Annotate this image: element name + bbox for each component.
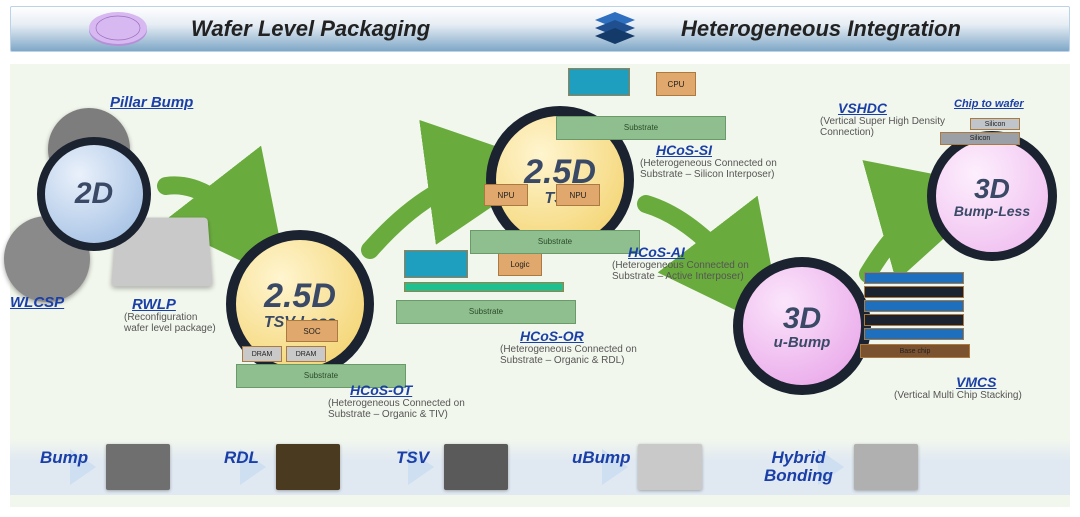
circle-subtitle: u-Bump bbox=[774, 334, 831, 351]
diagram-body: BumpRDLTSVuBumpHybrid Bonding 2D2.5DTSV-… bbox=[10, 64, 1070, 507]
chip-label: NPU bbox=[570, 191, 587, 200]
circle-subtitle: Bump-Less bbox=[954, 203, 1030, 219]
illustration-il_vmcs: Base chip bbox=[860, 274, 980, 374]
substrate-label: Substrate bbox=[397, 301, 575, 316]
chip-label: Logic bbox=[510, 260, 529, 269]
substrate-block: Substrate bbox=[556, 116, 726, 140]
chip-block bbox=[864, 272, 964, 284]
chip-label: SOC bbox=[303, 327, 320, 336]
chip-label: Silicon bbox=[985, 121, 1006, 128]
illustration-il_si: SubstrateCPU bbox=[556, 92, 726, 140]
step-image-2 bbox=[444, 444, 508, 490]
chip-block: DRAM bbox=[242, 346, 282, 362]
step-label-2: TSV bbox=[396, 449, 429, 467]
chip-label: DRAM bbox=[296, 351, 317, 358]
cube-stack-icon bbox=[591, 10, 639, 55]
stage: Wafer Level Packaging Heterogeneous Inte… bbox=[0, 0, 1080, 517]
chip-block: NPU bbox=[484, 184, 528, 206]
header-left-title: Wafer Level Packaging bbox=[191, 16, 430, 42]
label-rwlp_s: (Reconfiguration wafer level package) bbox=[124, 312, 216, 334]
label-hcossi_s: (Heterogeneous Connected on Substrate – … bbox=[640, 158, 777, 180]
label-vshdc_s: (Vertical Super High Density Connection) bbox=[820, 116, 945, 138]
label-wlcsp: WLCSP bbox=[10, 294, 64, 311]
chip-block bbox=[404, 282, 564, 292]
step-label-0: Bump bbox=[40, 449, 88, 467]
chip-block: Silicon bbox=[940, 132, 1020, 145]
chip-block: Logic bbox=[498, 252, 542, 276]
stage-circle-c2d: 2D bbox=[37, 137, 151, 251]
substrate-label: Substrate bbox=[471, 231, 639, 246]
step-image-4 bbox=[854, 444, 918, 490]
chip-block: SOC bbox=[286, 320, 338, 342]
label-pillar: Pillar Bump bbox=[110, 94, 193, 111]
substrate-label: Substrate bbox=[237, 365, 405, 380]
label-vmcs_s: (Vertical Multi Chip Stacking) bbox=[894, 390, 1022, 401]
substrate-block: Substrate bbox=[470, 230, 640, 254]
chip-block: NPU bbox=[556, 184, 600, 206]
bottom-technology-strip: Bump RDL TSV uBump Hybrid Bonding bbox=[10, 439, 1070, 495]
substrate-label: Substrate bbox=[557, 117, 725, 132]
label-vshdc: VSHDC bbox=[838, 100, 887, 116]
chip-label: Base chip bbox=[900, 348, 931, 355]
chip-block: CPU bbox=[656, 72, 696, 96]
chip-label: CPU bbox=[668, 80, 685, 89]
label-hcosot_s: (Heterogeneous Connected on Substrate – … bbox=[328, 398, 465, 420]
label-hcosai: HCoS-AI bbox=[628, 244, 685, 260]
chip-block bbox=[864, 314, 964, 326]
step-label-3: uBump bbox=[572, 449, 631, 467]
chip-block bbox=[404, 250, 468, 278]
chip-label: NPU bbox=[498, 191, 515, 200]
circle-title: 2.5D bbox=[264, 277, 336, 316]
chip-block: DRAM bbox=[286, 346, 326, 362]
chip-label: Silicon bbox=[970, 135, 991, 142]
label-hcossi: HCoS-SI bbox=[656, 142, 712, 158]
label-hcosor_s: (Heterogeneous Connected on Substrate – … bbox=[500, 344, 637, 366]
circle-title: 3D bbox=[783, 302, 821, 336]
label-hcosot: HCoS-OT bbox=[350, 382, 412, 398]
label-ctw: Chip to wafer bbox=[954, 98, 1024, 110]
chip-block bbox=[864, 328, 964, 340]
wafer-icon bbox=[87, 9, 149, 56]
chip-block: Base chip bbox=[860, 344, 970, 358]
illustration-il_or: SubstrateLogic bbox=[396, 274, 576, 324]
illustration-il_ctw: Silicon Silicon bbox=[940, 114, 1030, 148]
header-bar: Wafer Level Packaging Heterogeneous Inte… bbox=[10, 6, 1070, 52]
chip-block bbox=[568, 68, 630, 96]
substrate-block: Substrate bbox=[396, 300, 576, 324]
stage-circle-c3du: 3Du-Bump bbox=[733, 257, 871, 395]
step-label-4: Hybrid Bonding bbox=[764, 449, 833, 485]
chip-block: Silicon bbox=[970, 118, 1020, 130]
chip-label: DRAM bbox=[252, 351, 273, 358]
label-rwlp: RWLP bbox=[132, 296, 176, 313]
step-label-1: RDL bbox=[224, 449, 259, 467]
stage-circle-c3dbl: 3DBump-Less bbox=[927, 131, 1057, 261]
label-hcosai_s: (Heterogeneous Connected on Substrate – … bbox=[612, 260, 749, 282]
label-vmcs: VMCS bbox=[956, 374, 996, 390]
chip-block bbox=[864, 286, 964, 298]
label-hcosor: HCoS-OR bbox=[520, 328, 584, 344]
step-image-3 bbox=[638, 444, 702, 490]
chip-block bbox=[864, 300, 964, 312]
header-right-title: Heterogeneous Integration bbox=[681, 16, 961, 42]
illustration-il_ot: SubstrateSOCDRAMDRAM bbox=[236, 340, 406, 388]
step-image-0 bbox=[106, 444, 170, 490]
circle-title: 3D bbox=[974, 173, 1010, 205]
step-image-1 bbox=[276, 444, 340, 490]
illustration-il_ai: SubstrateNPUNPU bbox=[470, 204, 640, 254]
circle-title: 2D bbox=[75, 177, 113, 211]
